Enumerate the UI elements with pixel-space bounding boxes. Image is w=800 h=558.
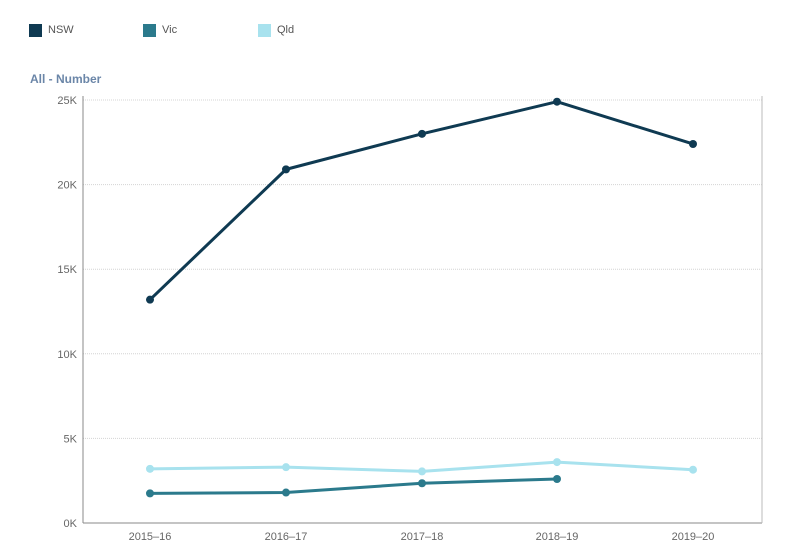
y-tick-label: 0K <box>64 518 78 530</box>
y-tick-label: 15K <box>57 264 77 276</box>
data-point-vic[interactable] <box>418 479 426 488</box>
series-line-vic <box>148 477 559 495</box>
legend-item-vic[interactable]: Vic <box>143 22 177 38</box>
x-tick-label: 2017–18 <box>401 531 444 543</box>
data-point-qld[interactable] <box>418 467 426 476</box>
data-point-qld[interactable] <box>146 464 154 473</box>
legend-swatch-nsw <box>29 23 42 37</box>
y-tick-label: 20K <box>57 180 77 192</box>
legend-item-qld[interactable]: Qld <box>258 22 294 38</box>
legend-label-qld: Qld <box>277 24 295 36</box>
y-tick-label: 10K <box>57 349 77 361</box>
x-tick-label: 2019–20 <box>672 531 715 543</box>
legend-swatch-vic <box>143 23 156 37</box>
data-point-nsw[interactable] <box>689 139 697 148</box>
data-point-nsw[interactable] <box>146 295 154 304</box>
data-point-nsw[interactable] <box>553 97 561 106</box>
data-point-qld[interactable] <box>689 465 697 474</box>
legend-swatch-qld <box>258 23 271 37</box>
y-tick-label: 25K <box>57 95 77 107</box>
legend-label-vic: Vic <box>162 24 178 36</box>
data-point-qld[interactable] <box>553 458 561 467</box>
legend-item-nsw[interactable]: NSW <box>29 22 74 38</box>
data-point-vic[interactable] <box>282 488 290 497</box>
legend-label-nsw: NSW <box>48 24 74 36</box>
data-point-nsw[interactable] <box>282 165 290 174</box>
data-point-vic[interactable] <box>553 475 561 484</box>
x-tick-label: 2016–17 <box>265 531 308 543</box>
x-tick-label: 2018–19 <box>536 531 579 543</box>
y-tick-label: 5K <box>64 433 78 445</box>
y-axis-title: All - Number <box>30 72 102 86</box>
legend: NSW Vic Qld <box>29 22 389 38</box>
data-point-nsw[interactable] <box>418 129 426 138</box>
data-point-qld[interactable] <box>282 463 290 472</box>
data-point-vic[interactable] <box>146 489 154 498</box>
x-tick-label: 2015–16 <box>129 531 172 543</box>
